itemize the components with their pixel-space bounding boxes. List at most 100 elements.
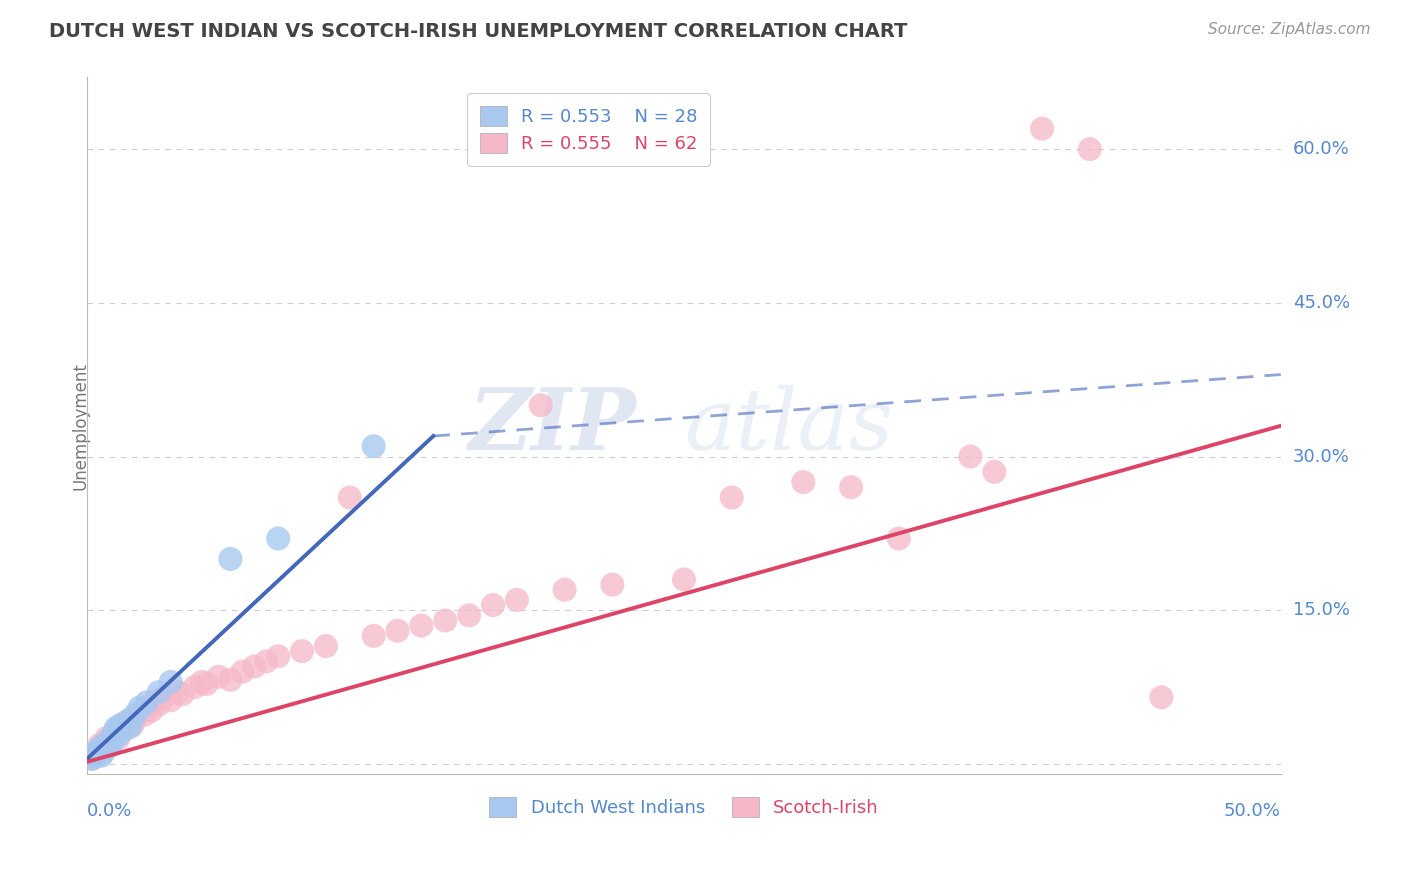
Point	[291, 644, 314, 658]
Point	[117, 714, 139, 728]
Point	[86, 748, 108, 763]
Point	[107, 728, 129, 742]
Text: Source: ZipAtlas.com: Source: ZipAtlas.com	[1208, 22, 1371, 37]
Point	[183, 680, 205, 694]
Point	[1078, 142, 1101, 156]
Point	[148, 685, 170, 699]
Point	[458, 608, 481, 623]
Point	[207, 670, 229, 684]
Point	[159, 674, 181, 689]
Point	[143, 695, 166, 709]
Point	[219, 552, 242, 566]
Point	[86, 747, 108, 761]
Point	[87, 739, 110, 753]
Point	[110, 718, 132, 732]
Point	[87, 741, 110, 756]
Point	[104, 721, 127, 735]
Point	[93, 745, 115, 759]
Point	[172, 687, 194, 701]
Point	[231, 665, 253, 679]
Point	[111, 724, 134, 739]
Point	[315, 639, 337, 653]
Point	[80, 752, 103, 766]
Point	[100, 739, 122, 753]
Point	[148, 698, 170, 712]
Point	[411, 618, 433, 632]
Point	[96, 736, 118, 750]
Point	[152, 690, 174, 705]
Text: ZIP: ZIP	[468, 384, 637, 467]
Point	[167, 685, 190, 699]
Point	[107, 731, 129, 746]
Point	[83, 747, 105, 761]
Point	[506, 593, 529, 607]
Text: DUTCH WEST INDIAN VS SCOTCH-IRISH UNEMPLOYMENT CORRELATION CHART: DUTCH WEST INDIAN VS SCOTCH-IRISH UNEMPL…	[49, 22, 908, 41]
Point	[80, 752, 103, 766]
Point	[128, 700, 150, 714]
Point	[110, 724, 132, 739]
Point	[97, 739, 120, 753]
Point	[159, 693, 181, 707]
Point	[1031, 121, 1053, 136]
Text: 0.0%: 0.0%	[87, 802, 132, 820]
Point	[96, 741, 118, 756]
Point	[839, 480, 862, 494]
Point	[792, 475, 814, 490]
Point	[100, 731, 122, 746]
Point	[530, 398, 553, 412]
Point	[114, 721, 136, 735]
Point	[959, 450, 981, 464]
Text: 30.0%: 30.0%	[1292, 448, 1350, 466]
Point	[339, 491, 361, 505]
Point	[97, 734, 120, 748]
Point	[482, 598, 505, 612]
Point	[135, 700, 157, 714]
Point	[83, 748, 105, 763]
Point	[93, 739, 115, 753]
Point	[672, 573, 695, 587]
Point	[1150, 690, 1173, 705]
Point	[243, 659, 266, 673]
Point	[267, 532, 290, 546]
Point	[434, 614, 457, 628]
Point	[90, 748, 112, 763]
Text: 60.0%: 60.0%	[1292, 140, 1350, 158]
Text: atlas: atlas	[683, 384, 893, 467]
Point	[983, 465, 1005, 479]
Point	[124, 711, 146, 725]
Point	[134, 707, 156, 722]
Point	[191, 674, 214, 689]
Text: 15.0%: 15.0%	[1292, 601, 1350, 619]
Point	[387, 624, 409, 638]
Text: 45.0%: 45.0%	[1292, 293, 1350, 312]
Point	[267, 649, 290, 664]
Point	[103, 728, 125, 742]
Point	[87, 745, 110, 759]
Point	[887, 532, 910, 546]
Point	[104, 726, 127, 740]
Point	[141, 704, 163, 718]
Point	[121, 718, 143, 732]
Point	[100, 734, 122, 748]
Point	[254, 655, 277, 669]
Point	[219, 673, 242, 687]
Point	[120, 720, 142, 734]
Point	[135, 695, 157, 709]
Point	[96, 731, 118, 746]
Point	[120, 715, 142, 730]
Text: 50.0%: 50.0%	[1225, 802, 1281, 820]
Point	[720, 491, 742, 505]
Point	[93, 736, 115, 750]
Point	[128, 706, 150, 720]
Point	[554, 582, 576, 597]
Point	[90, 741, 112, 756]
Point	[111, 718, 134, 732]
Point	[363, 629, 385, 643]
Point	[124, 707, 146, 722]
Point	[363, 439, 385, 453]
Point	[103, 726, 125, 740]
Point	[117, 714, 139, 728]
Point	[602, 577, 624, 591]
Point	[195, 677, 218, 691]
Point	[87, 745, 110, 759]
